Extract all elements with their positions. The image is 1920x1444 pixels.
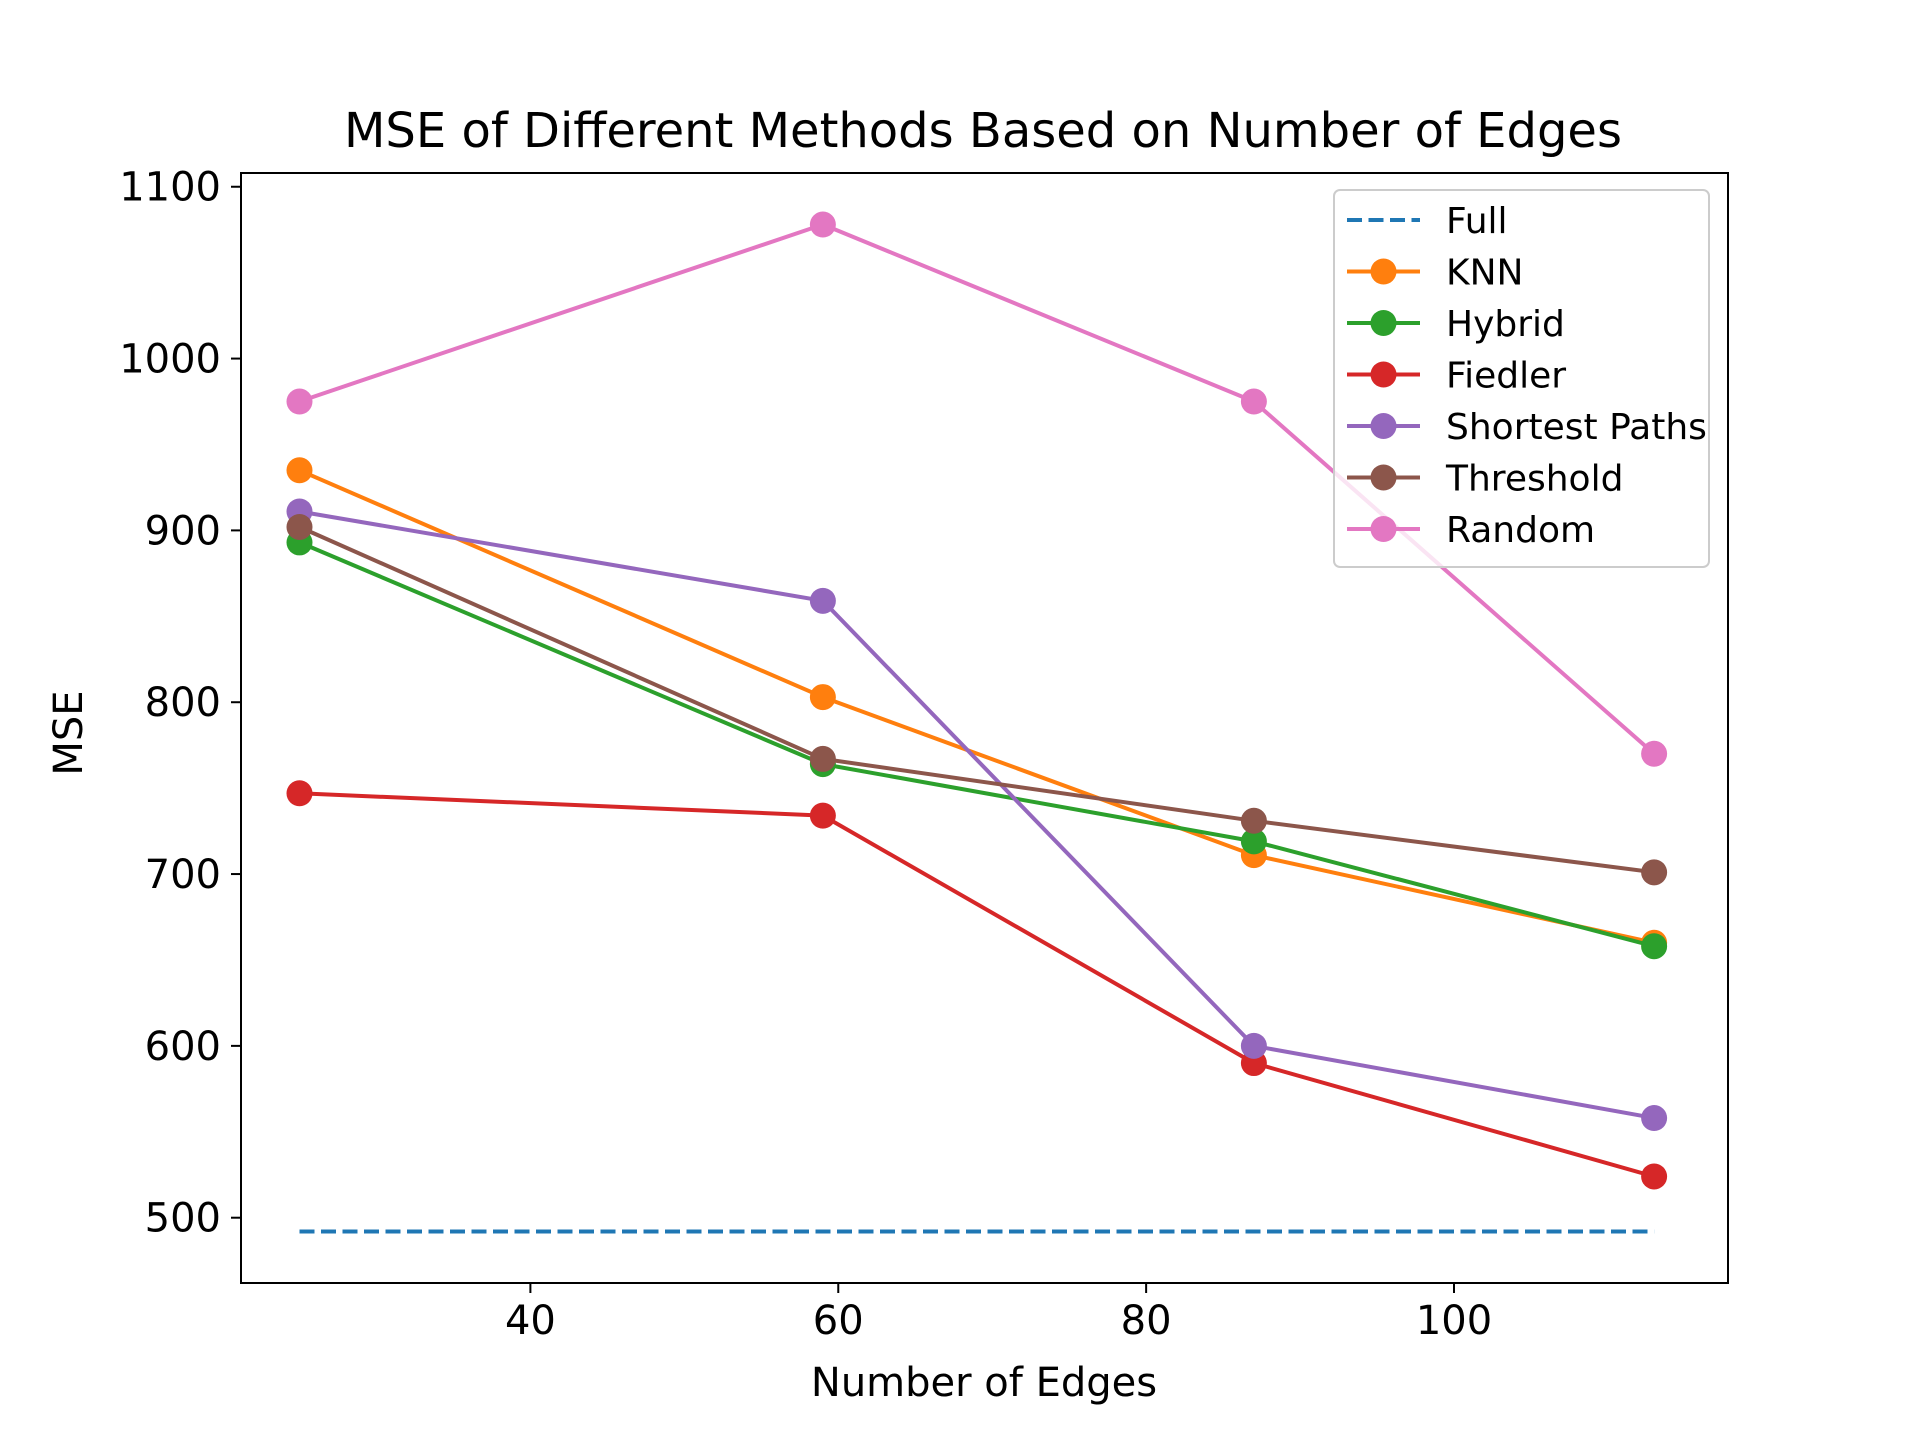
y-tick-label: 1100	[119, 165, 221, 211]
y-tick-label: 900	[145, 508, 221, 554]
x-axis-label: Number of Edges	[811, 1360, 1157, 1406]
data-point-shortest-paths	[809, 587, 836, 614]
data-point-random	[286, 388, 313, 415]
y-tick-label: 600	[145, 1024, 221, 1070]
legend-marker-knn	[1370, 258, 1397, 285]
series-line-hybrid	[298, 540, 1655, 949]
series-layer	[286, 211, 1668, 1234]
data-point-random	[1641, 740, 1668, 767]
legend-label-fiedler: Fiedler	[1446, 356, 1566, 397]
data-point-threshold	[1240, 807, 1267, 834]
y-tick-label: 700	[145, 852, 221, 898]
series-line-threshold	[298, 525, 1655, 875]
legend: Full KNN Hybrid Fiedler Shortest Paths Thresh…	[1333, 189, 1710, 568]
x-tick-label: 40	[505, 1298, 556, 1344]
y-axis-label: MSE	[46, 690, 92, 775]
series-line-shortest-paths	[299, 509, 1655, 1120]
data-point-threshold	[809, 745, 836, 772]
data-point-hybrid	[1641, 933, 1668, 960]
y-tick-label: 1000	[119, 337, 221, 383]
data-point-hybrid	[1240, 828, 1267, 855]
legend-marker-fiedler	[1370, 361, 1397, 388]
chart-title: MSE of Different Methods Based on Number…	[344, 103, 1622, 159]
y-tick-label: 500	[145, 1196, 221, 1242]
data-point-fiedler	[286, 780, 313, 807]
legend-marker-threshold	[1370, 464, 1397, 491]
data-point-threshold	[286, 513, 313, 540]
legend-label-knn: KNN	[1446, 253, 1523, 294]
axes-ticks: 40 60 80 100 500 600 700 800 900 1000 1100	[119, 165, 1492, 1344]
plot-frame	[240, 172, 1729, 1284]
series-hybrid	[286, 529, 1668, 960]
legend-frame	[1333, 189, 1710, 568]
legend-marker-shortest-paths	[1370, 413, 1397, 439]
data-point-fiedler	[809, 802, 836, 829]
legend-label-shortest-paths: Shortest Paths	[1446, 407, 1707, 448]
x-tick-label: 100	[1416, 1298, 1492, 1344]
legend-marker-hybrid	[1370, 310, 1397, 336]
data-point-knn	[286, 457, 313, 484]
legend-label-full: Full	[1446, 201, 1508, 242]
data-point-random	[1240, 388, 1267, 415]
legend-label-hybrid: Hybrid	[1446, 304, 1565, 345]
legend-marker-random	[1370, 516, 1397, 542]
data-point-fiedler	[1641, 1163, 1668, 1190]
y-tick-label: 800	[145, 680, 221, 726]
data-point-shortest-paths	[1240, 1032, 1267, 1059]
series-random	[286, 211, 1668, 767]
series-threshold	[286, 513, 1668, 886]
data-point-random	[809, 211, 836, 238]
data-point-knn	[809, 684, 836, 711]
series-line-random	[298, 222, 1656, 756]
series-shortest-paths	[286, 498, 1668, 1132]
series-line-fiedler	[299, 791, 1655, 1179]
legend-label-random: Random	[1446, 510, 1595, 551]
series-line-knn	[298, 468, 1655, 945]
data-point-shortest-paths	[1641, 1105, 1668, 1132]
x-tick-label: 60	[813, 1298, 864, 1344]
legend-label-threshold: Threshold	[1445, 459, 1623, 500]
data-point-threshold	[1641, 859, 1668, 886]
x-tick-label: 80	[1121, 1298, 1172, 1344]
